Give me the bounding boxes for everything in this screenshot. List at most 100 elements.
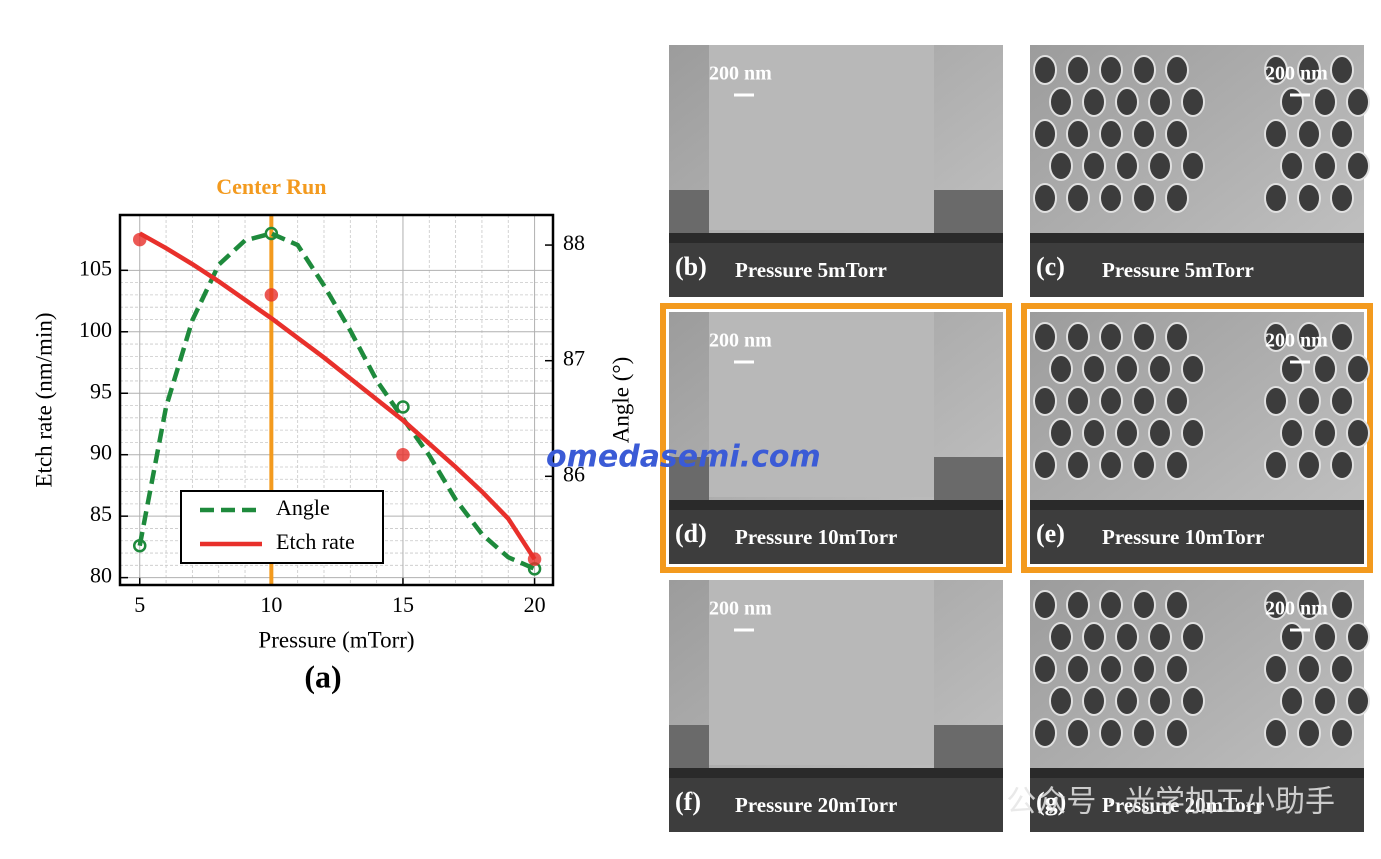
hole: [1132, 590, 1156, 620]
hole: [1313, 622, 1337, 652]
fit-line: [138, 231, 537, 561]
hole: [1264, 55, 1288, 85]
hole: [1181, 686, 1205, 716]
hole: [1148, 151, 1172, 181]
hole: [1264, 450, 1288, 480]
hole: [1297, 119, 1321, 149]
hole: [1280, 151, 1304, 181]
data-point: [396, 447, 410, 462]
hole: [1165, 322, 1189, 352]
hole: [1313, 87, 1337, 117]
hole: [1082, 151, 1106, 181]
fit-line: [137, 231, 536, 571]
sem-footer: [1030, 768, 1364, 832]
sem-footer-dark: [669, 500, 1003, 510]
hole: [1346, 622, 1370, 652]
hole: [1346, 418, 1370, 448]
hole: [1099, 654, 1123, 684]
hole: [1148, 418, 1172, 448]
hole: [1066, 654, 1090, 684]
hole: [1148, 354, 1172, 384]
hole: [1115, 87, 1139, 117]
hole: [1049, 418, 1073, 448]
substrate: [669, 725, 709, 770]
scale-label: 200 nm: [1265, 598, 1328, 620]
y-tick-label: 95: [90, 378, 112, 403]
hole: [1082, 418, 1106, 448]
substrate: [934, 190, 1003, 235]
y-tick-label: 80: [90, 563, 112, 588]
hole: [1033, 590, 1057, 620]
hole: [1099, 450, 1123, 480]
substrate: [669, 457, 709, 502]
hole: [1165, 450, 1189, 480]
hole: [1082, 622, 1106, 652]
hole: [1165, 590, 1189, 620]
panel-caption: Pressure 5mTorr: [1102, 258, 1254, 282]
hole: [1264, 119, 1288, 149]
hole: [1033, 322, 1057, 352]
hole: [1165, 55, 1189, 85]
annotation: Center Run: [216, 174, 326, 199]
y2-tick-label: 88: [563, 230, 585, 255]
hole: [1082, 354, 1106, 384]
hole: [1132, 322, 1156, 352]
hole: [1099, 322, 1123, 352]
hole: [1049, 622, 1073, 652]
hole: [1148, 87, 1172, 117]
panel-caption: Pressure 20mTorr: [735, 793, 897, 817]
hole: [1066, 450, 1090, 480]
hole: [1132, 450, 1156, 480]
hole: [1099, 386, 1123, 416]
y-tick-label: 105: [79, 255, 112, 280]
sem-footer-dark: [1030, 233, 1364, 243]
hole: [1033, 55, 1057, 85]
trench: [709, 312, 934, 497]
hole: [1033, 450, 1057, 480]
hole: [1033, 183, 1057, 213]
hole: [1346, 87, 1370, 117]
hole: [1330, 55, 1354, 85]
hole: [1280, 418, 1304, 448]
plot-frame: [118, 213, 555, 587]
hole: [1165, 654, 1189, 684]
y-axis-label: Etch rate (nm/min): [31, 313, 56, 488]
scale-label: 200 nm: [1265, 330, 1328, 352]
scale-label: 200 nm: [709, 63, 772, 85]
hole: [1297, 322, 1321, 352]
hole: [1132, 119, 1156, 149]
hole: [1181, 87, 1205, 117]
panel-letter: (e): [1036, 519, 1065, 548]
sem-footer-dark: [669, 233, 1003, 243]
hole: [1297, 55, 1321, 85]
sem-footer: [669, 233, 1003, 297]
hole: [1082, 87, 1106, 117]
hole: [1132, 183, 1156, 213]
hole: [1099, 119, 1123, 149]
substrate: [934, 457, 1003, 502]
sem-footer: [1030, 233, 1364, 297]
hole: [1066, 183, 1090, 213]
hole: [1099, 590, 1123, 620]
hole: [1181, 151, 1205, 181]
hole: [1165, 183, 1189, 213]
watermark: 公众号 · 光学加工小助手: [1006, 785, 1335, 820]
substrate: [669, 190, 709, 235]
hole: [1033, 718, 1057, 748]
watermark: omedasemi.com: [546, 440, 821, 475]
trench: [709, 45, 934, 230]
x-tick-label: 5: [134, 592, 145, 617]
x-tick-label: 20: [524, 592, 546, 617]
hole: [1148, 622, 1172, 652]
y-tick-label: 90: [90, 440, 112, 465]
hole: [1330, 119, 1354, 149]
hole: [1099, 55, 1123, 85]
panel-label: (a): [304, 658, 341, 694]
hole: [1066, 55, 1090, 85]
hole: [1066, 718, 1090, 748]
highlight-border: [660, 303, 1012, 573]
panel-letter: (d): [675, 519, 707, 548]
x-tick-label: 15: [392, 592, 414, 617]
hole: [1066, 590, 1090, 620]
trench: [709, 580, 934, 765]
